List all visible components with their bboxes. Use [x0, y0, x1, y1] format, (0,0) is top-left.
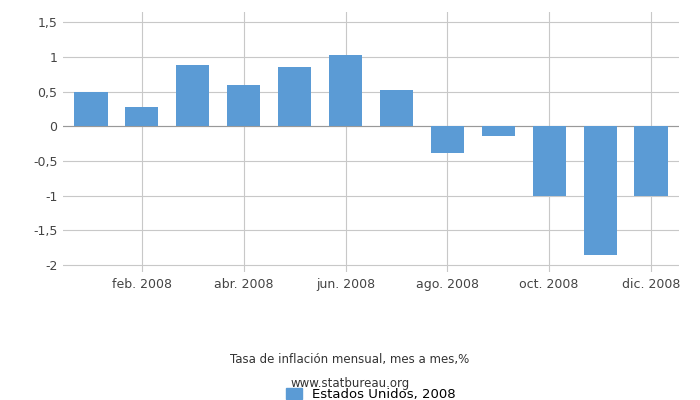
Text: Tasa de inflación mensual, mes a mes,%: Tasa de inflación mensual, mes a mes,%	[230, 354, 470, 366]
Bar	[533, 126, 566, 196]
Bar	[584, 126, 617, 255]
Legend: Estados Unidos, 2008: Estados Unidos, 2008	[286, 388, 456, 400]
Bar	[278, 67, 312, 126]
Text: www.statbureau.org: www.statbureau.org	[290, 378, 410, 390]
Bar	[176, 65, 209, 126]
Bar	[380, 90, 413, 126]
Bar	[125, 107, 158, 126]
Bar	[228, 85, 260, 126]
Bar	[634, 126, 668, 196]
Bar	[430, 126, 464, 153]
Bar	[329, 55, 362, 126]
Bar	[74, 92, 108, 126]
Bar	[482, 126, 514, 136]
